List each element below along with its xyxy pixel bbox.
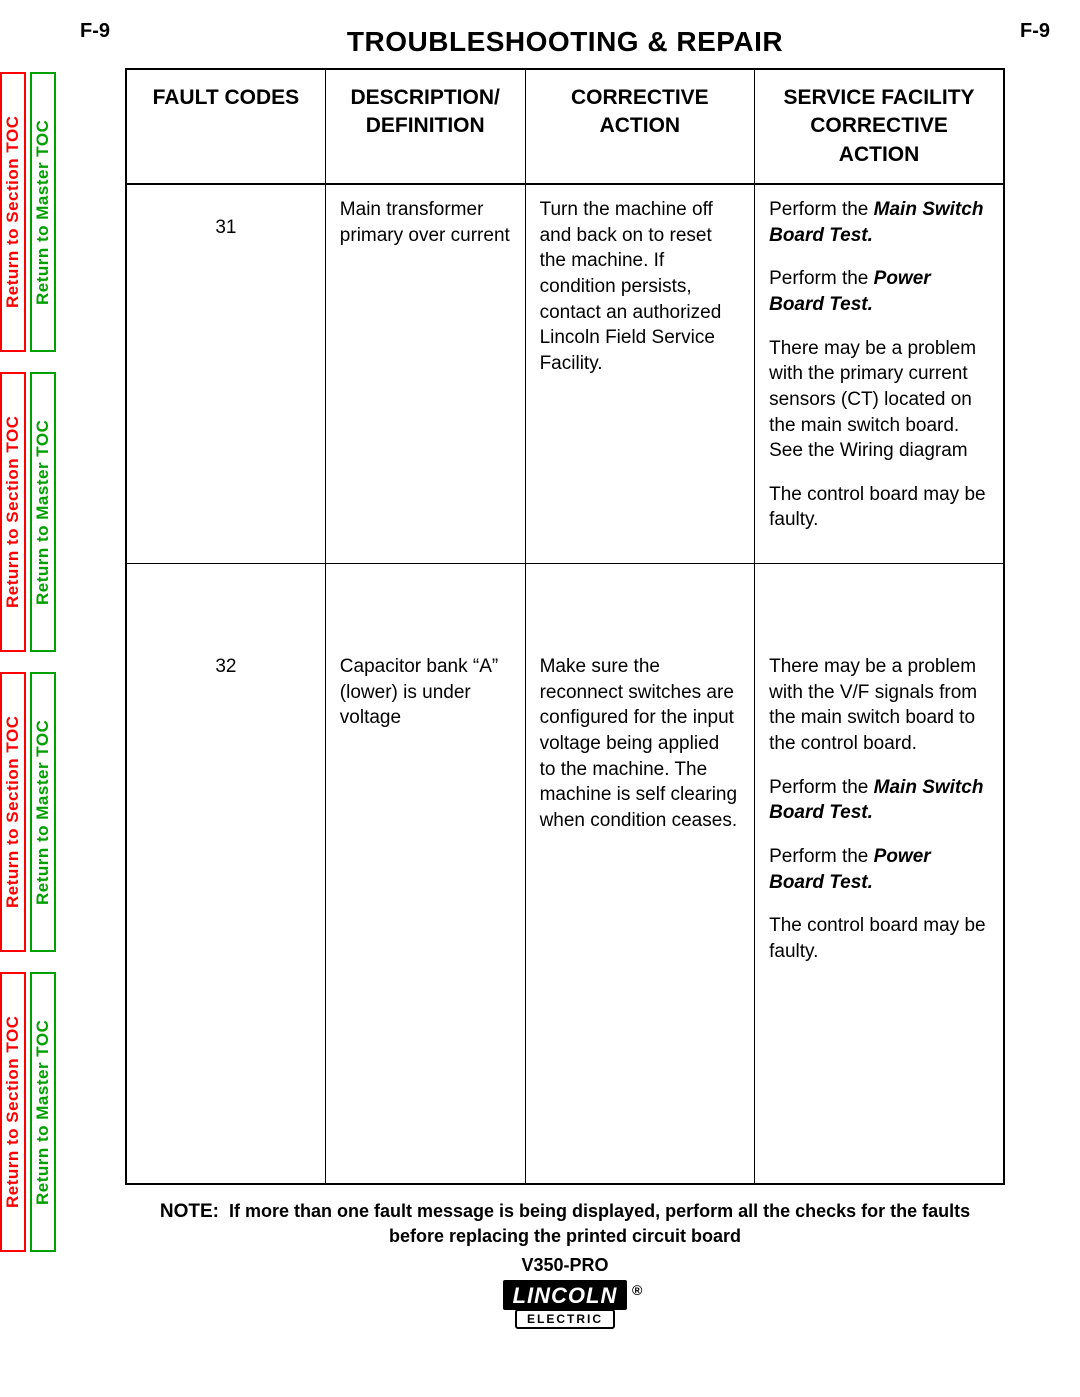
service-step: The control board may be faulty. [769,913,989,964]
service-step: Perform the Power Board Test. [769,844,989,895]
fault-code-cell: 32 [126,564,325,1184]
fault-codes-table: FAULT CODES DESCRIPTION/ DEFINITION CORR… [125,68,1005,1185]
registered-icon: ® [632,1282,643,1298]
corrective-action-cell: Turn the machine off and back on to rese… [525,184,755,564]
note-text: If more than one fault message is being … [229,1201,970,1221]
description-cell: Main transformer primary over current [325,184,525,564]
return-master-toc-link[interactable]: Return to Master TOC [30,972,56,1252]
return-section-toc-link[interactable]: Return to Section TOC [0,372,26,652]
corrective-action-cell: Make sure the reconnect switches are con… [525,564,755,1184]
col-header-text: CORRECTIVE [810,114,948,137]
table-header-row: FAULT CODES DESCRIPTION/ DEFINITION CORR… [126,69,1004,184]
logo-text: LINCOLN [513,1283,618,1308]
brand-logo: LINCOLN ® ELECTRIC [80,1280,1050,1329]
service-step: Perform the Main Switch Board Test. [769,197,989,248]
page-content: F-9 TROUBLESHOOTING & REPAIR F-9 FAULT C… [80,20,1050,1329]
logo-top: LINCOLN ® [503,1280,628,1310]
text: Perform the [769,777,874,798]
table-row: 31 Main transformer primary over current… [126,184,1004,564]
service-step: There may be a problem with the primary … [769,336,989,464]
service-step: There may be a problem with the V/F sign… [769,654,989,757]
service-action-cell: There may be a problem with the V/F sign… [755,564,1004,1184]
col-header-description: DESCRIPTION/ DEFINITION [325,69,525,184]
note-lead: NOTE: [160,1201,219,1222]
col-header-text: ACTION [839,143,920,166]
model-number: V350-PRO [80,1255,1050,1276]
return-section-toc-link[interactable]: Return to Section TOC [0,672,26,952]
text: Perform the [769,268,874,289]
page-number-right: F-9 [1020,20,1050,43]
col-header-fault-codes: FAULT CODES [126,69,325,184]
return-master-toc-link[interactable]: Return to Master TOC [30,72,56,352]
col-header-text: CORRECTIVE [571,86,709,109]
col-header-text: DEFINITION [366,114,485,137]
logo-bottom: ELECTRIC [515,1309,615,1329]
fault-code-cell: 31 [126,184,325,564]
return-master-toc-link[interactable]: Return to Master TOC [30,672,56,952]
service-step: Perform the Main Switch Board Test. [769,775,989,826]
return-master-toc-link[interactable]: Return to Master TOC [30,372,56,652]
text: Perform the [769,199,874,220]
return-section-toc-link[interactable]: Return to Section TOC [0,972,26,1252]
col-header-text: DESCRIPTION/ [351,86,500,109]
col-header-text: ACTION [600,114,681,137]
description-cell: Capacitor bank “A” (lower) is under volt… [325,564,525,1184]
page-title: TROUBLESHOOTING & REPAIR [110,26,1020,58]
page-number-left: F-9 [80,20,110,43]
page-header: F-9 TROUBLESHOOTING & REPAIR F-9 [80,20,1050,58]
col-header-service-facility: SERVICE FACILITY CORRECTIVE ACTION [755,69,1004,184]
return-section-toc-link[interactable]: Return to Section TOC [0,72,26,352]
col-header-text: SERVICE FACILITY [784,86,975,109]
note-text: before replacing the printed circuit boa… [389,1226,741,1246]
table-row: 32 Capacitor bank “A” (lower) is under v… [126,564,1004,1184]
footer-note: NOTE: If more than one fault message is … [125,1199,1005,1249]
service-step: The control board may be faulty. [769,482,989,533]
service-action-cell: Perform the Main Switch Board Test. Perf… [755,184,1004,564]
text: Perform the [769,846,874,867]
service-step: Perform the Power Board Test. [769,266,989,317]
col-header-corrective-action: CORRECTIVE ACTION [525,69,755,184]
